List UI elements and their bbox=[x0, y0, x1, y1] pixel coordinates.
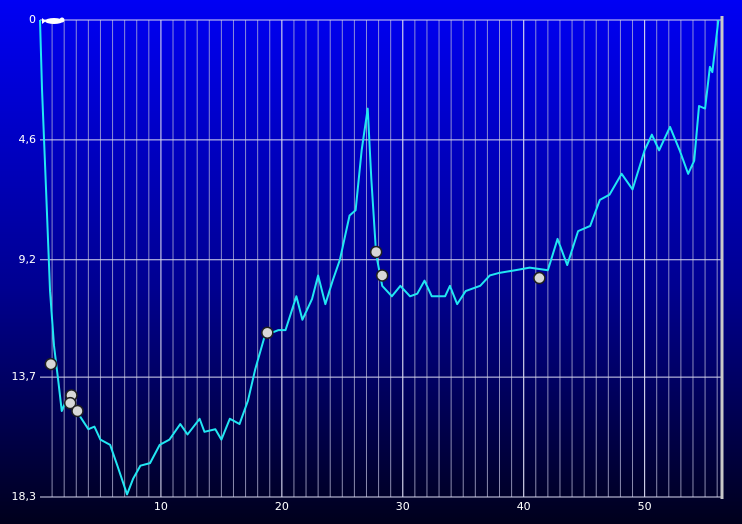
event-marker bbox=[71, 404, 84, 418]
event-marker bbox=[261, 326, 274, 340]
y-tick-label: 13,7 bbox=[12, 370, 37, 383]
y-tick-label: 9,2 bbox=[19, 253, 37, 266]
x-tick-label: 20 bbox=[275, 500, 289, 513]
x-tick-label: 50 bbox=[638, 500, 652, 513]
depth-line bbox=[39, 19, 720, 496]
y-tick-label: 4,6 bbox=[19, 133, 37, 146]
x-tick-label: 40 bbox=[517, 500, 531, 513]
y-tick-label: 18,3 bbox=[12, 490, 37, 503]
grid bbox=[40, 16, 724, 499]
event-marker bbox=[63, 396, 77, 410]
y-tick-label: 0 bbox=[29, 13, 36, 26]
event-marker bbox=[369, 245, 383, 259]
x-tick-label: 30 bbox=[396, 500, 410, 513]
event-marker bbox=[533, 271, 546, 285]
plot bbox=[39, 19, 720, 496]
x-tick-label: 10 bbox=[154, 500, 168, 513]
event-marker bbox=[44, 357, 58, 371]
event-marker bbox=[375, 269, 389, 282]
diver-icon bbox=[42, 17, 65, 24]
